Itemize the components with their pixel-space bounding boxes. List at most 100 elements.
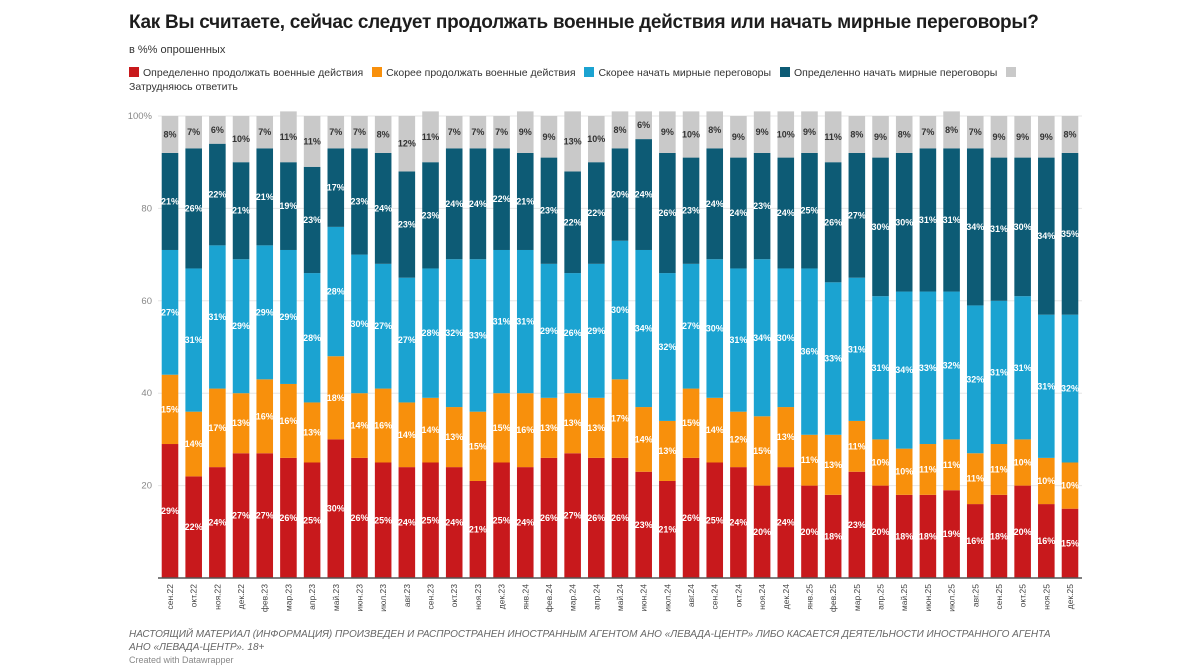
bar-segment [824, 111, 842, 163]
data-label: 21% [232, 206, 250, 216]
bar-segment [682, 157, 700, 264]
data-label: 31% [493, 317, 511, 327]
bar-segment [185, 411, 202, 477]
data-label: 23% [303, 215, 321, 225]
bar-segment [1061, 508, 1079, 578]
bar-segment [209, 388, 226, 468]
bar-segment [445, 148, 463, 260]
data-label: 8% [850, 129, 863, 139]
data-label: 18% [824, 531, 842, 541]
data-label: 20% [1014, 527, 1032, 537]
data-label: 11% [966, 474, 984, 484]
bar-segment [185, 268, 202, 412]
legend-swatch [779, 67, 790, 77]
data-label: 25% [800, 206, 818, 216]
data-label: 27% [256, 511, 274, 521]
data-label: 36% [800, 347, 818, 357]
data-label: 24% [398, 518, 416, 528]
data-label: 31% [943, 215, 961, 225]
bar-segment [493, 393, 510, 463]
bar-segment [1014, 296, 1031, 440]
data-label: 24% [777, 208, 795, 218]
legend-label: Определенно начать мирные переговоры [793, 67, 998, 79]
data-label: 27% [398, 335, 416, 345]
data-label: 29% [232, 321, 250, 331]
bar-segment [516, 467, 534, 578]
data-label: 18% [919, 531, 937, 541]
bar-segment [209, 143, 226, 246]
bar-segment [327, 148, 345, 227]
bar-segment [540, 263, 558, 398]
bar-segment [848, 420, 866, 472]
x-tick-label: авг.25 [970, 584, 980, 607]
bar-segment [351, 457, 368, 578]
x-tick-label: дек.24 [781, 584, 791, 609]
data-label: 13% [587, 423, 605, 433]
data-label: 22% [493, 194, 511, 204]
bar-segment [327, 116, 345, 149]
bar-segment [374, 462, 392, 578]
bar-segment [540, 116, 558, 158]
data-label: 13% [540, 423, 558, 433]
bar-segment [1038, 116, 1055, 158]
data-label: 26% [611, 513, 629, 523]
data-label: 7% [258, 127, 271, 137]
data-label: 9% [1040, 132, 1053, 142]
bar-segment [280, 111, 297, 163]
data-label: 21% [658, 524, 676, 534]
legend-swatch [372, 67, 383, 77]
x-tick-label: май.23 [331, 584, 341, 611]
data-label: 18% [327, 393, 345, 403]
data-label: 11% [919, 464, 937, 474]
bar-segment [966, 148, 984, 306]
data-label: 24% [729, 518, 747, 528]
data-label: 26% [658, 208, 676, 218]
data-label: 29% [161, 506, 179, 516]
bar-segment [422, 462, 439, 578]
bar-segment [919, 148, 937, 292]
data-label: 16% [1037, 536, 1055, 546]
bar-segment [824, 282, 842, 435]
data-label: 7% [187, 127, 200, 137]
bar-segment [777, 268, 795, 408]
bar-segment [777, 157, 795, 269]
data-label: 25% [303, 515, 321, 525]
bar-segment [374, 152, 392, 264]
legend-swatch [584, 67, 595, 77]
bar-segment [943, 439, 960, 491]
x-tick-label: июл.23 [378, 584, 388, 612]
data-label: 18% [990, 531, 1008, 541]
data-label: 22% [185, 522, 203, 532]
data-label: 27% [161, 307, 179, 317]
bar-segment [303, 166, 321, 274]
data-label: 16% [256, 411, 274, 421]
bar-segment [493, 116, 510, 149]
data-label: 23% [422, 210, 440, 220]
bar-segment [445, 116, 463, 149]
bar-segment [1014, 439, 1031, 486]
bar-segment [753, 416, 771, 486]
data-label: 13% [445, 432, 463, 442]
data-label: 9% [732, 132, 745, 142]
bar-segment [801, 268, 818, 435]
data-label: 7% [329, 127, 342, 137]
bar-segment [611, 111, 629, 149]
data-label: 22% [208, 190, 226, 200]
bar-segment [256, 245, 274, 380]
bar-segment [706, 259, 724, 398]
data-label: 6% [637, 120, 650, 130]
bar-segment [966, 453, 984, 505]
data-label: 18% [895, 531, 913, 541]
bar-segment [564, 393, 581, 454]
x-tick-label: авг.24 [686, 584, 696, 607]
data-label: 24% [706, 199, 724, 209]
bar-segment [232, 162, 250, 260]
bar-segment [564, 453, 581, 578]
bar-segment [919, 291, 937, 445]
data-label: 9% [519, 127, 532, 137]
x-tick-label: сен.22 [165, 584, 175, 610]
data-label: 10% [1037, 476, 1055, 486]
data-label: 10% [1061, 481, 1079, 491]
bar-segment [872, 157, 889, 297]
data-label: 19% [943, 529, 961, 539]
